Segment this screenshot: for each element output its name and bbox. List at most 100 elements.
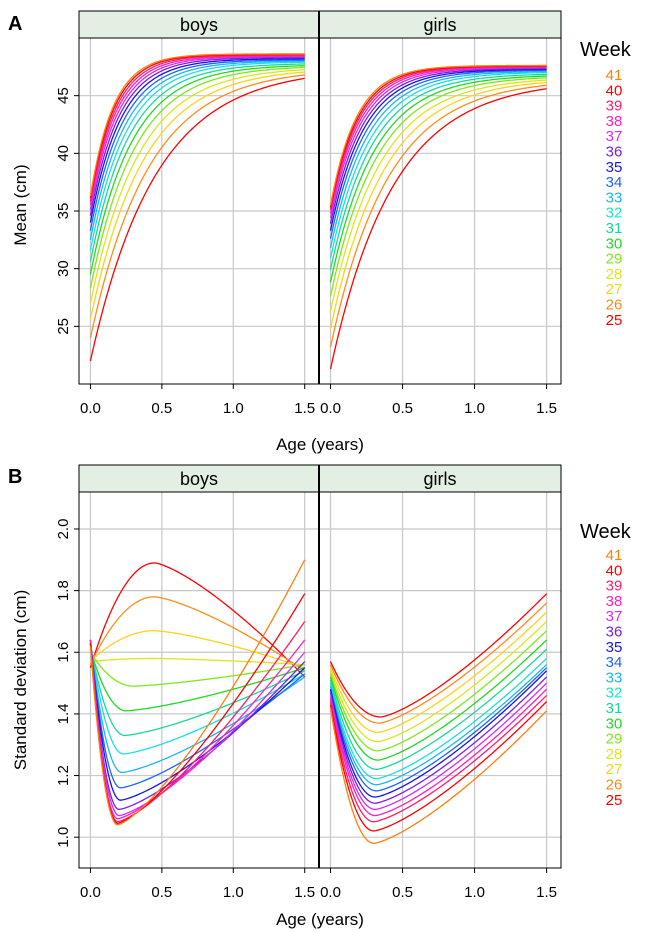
strip-girls-sd	[318, 464, 562, 493]
series-line-week-33-boys	[89, 60, 305, 240]
series-line-week-28-girls	[329, 620, 548, 743]
x-tick-label: 1.5	[536, 884, 557, 901]
series-line-week-39-boys	[89, 621, 306, 823]
series-line-week-39-boys	[89, 54, 305, 202]
legend-item-week-31: 31	[606, 220, 623, 237]
x-axis-title-mean: Age (years)	[276, 435, 364, 454]
legend-item-week-26: 26	[606, 297, 623, 314]
series-line-week-38-boys	[89, 639, 306, 820]
x-tick-label: 1.0	[464, 400, 485, 417]
series-line-week-31-boys	[89, 645, 305, 737]
legend-item-week-35: 35	[606, 159, 623, 176]
series-line-week-33-girls	[329, 664, 548, 786]
lines-girls-sd	[329, 593, 548, 844]
series-line-week-26-boys	[89, 596, 306, 672]
series-line-week-35-girls	[329, 68, 547, 231]
panel-label-b: B	[8, 466, 22, 488]
series-line-week-27-girls	[329, 611, 548, 734]
facet-girls-sd: girls	[318, 464, 562, 869]
series-line-week-37-girls	[329, 682, 548, 811]
series-line-week-35-boys	[89, 58, 305, 223]
x-tick-label: 1.0	[464, 884, 485, 901]
series-line-week-41-girls	[329, 64, 547, 206]
legend-title-b: Week	[580, 521, 632, 543]
grid-girls-mean	[319, 38, 561, 384]
y-tick-label: 1.6	[55, 642, 72, 663]
legend-item-week-40: 40	[606, 562, 623, 579]
series-line-week-25-boys	[89, 562, 306, 678]
legend-item-week-29: 29	[606, 251, 623, 268]
series-line-week-25-girls	[329, 88, 547, 370]
series-line-week-29-girls	[329, 77, 547, 297]
series-line-week-41-boys	[89, 559, 306, 826]
x-tick-label: 1.5	[294, 884, 315, 901]
x-tick-label: 0.0	[320, 884, 341, 901]
series-line-week-34-girls	[329, 667, 548, 792]
legend-item-week-33: 33	[606, 189, 623, 206]
legend-item-week-32: 32	[606, 685, 623, 702]
x-tick-label: 0.5	[151, 400, 172, 417]
series-line-week-38-boys	[89, 55, 305, 206]
series-line-week-40-boys	[89, 593, 306, 824]
series-line-week-28-boys	[90, 657, 305, 666]
legend-item-week-27: 27	[606, 281, 623, 298]
legend-item-week-26: 26	[606, 777, 623, 794]
series-line-week-30-boys	[89, 648, 305, 712]
series-line-week-30-boys	[89, 65, 305, 275]
series-line-week-36-boys	[89, 56, 305, 216]
x-tick-label: 1.0	[223, 400, 244, 417]
legend-item-week-36: 36	[606, 624, 623, 641]
series-line-week-25-boys	[89, 77, 305, 362]
x-tick-label: 0.5	[392, 884, 413, 901]
x-tick-label: 0.0	[80, 400, 101, 417]
strip-girls-mean	[318, 10, 562, 39]
y-tick-label: 30	[55, 260, 72, 277]
x-tick-label: 0.5	[392, 400, 413, 417]
series-line-week-36-girls	[329, 67, 547, 224]
legend-item-week-25: 25	[606, 312, 623, 329]
series-line-week-29-girls	[329, 630, 548, 752]
x-tick-label: 0.0	[80, 884, 101, 901]
strip-label-boys-sd: boys	[180, 469, 218, 489]
series-line-week-25-girls	[329, 593, 548, 718]
series-line-week-34-boys	[89, 59, 305, 231]
legend-item-week-31: 31	[606, 700, 623, 717]
x-tick-label: 0.0	[320, 400, 341, 417]
legend-item-week-25: 25	[606, 792, 623, 809]
y-axis-title-mean: Mean (cm)	[11, 164, 30, 245]
grid-girls-sd	[319, 492, 561, 868]
legend-item-week-39: 39	[606, 98, 623, 115]
x-ticks-sd: 0.0 0.5 1.0 1.5 0.0 0.5 1.0 1.5	[80, 868, 557, 901]
series-line-week-28-boys	[89, 69, 305, 304]
facet-boys-sd: boys	[78, 464, 320, 869]
series-line-week-32-boys	[89, 642, 306, 755]
y-tick-label: 45	[55, 87, 72, 104]
series-line-week-37-boys	[89, 56, 305, 210]
legend-item-week-34: 34	[606, 174, 623, 191]
x-tick-label: 0.5	[151, 884, 172, 901]
series-line-week-31-boys	[89, 63, 305, 262]
legend-item-week-38: 38	[606, 113, 623, 130]
lines-girls-mean	[329, 64, 547, 370]
legend-item-week-28: 28	[606, 746, 623, 763]
series-line-week-34-boys	[89, 639, 306, 789]
grid-boys-sd	[79, 492, 319, 868]
facet-girls-mean: girls	[318, 10, 562, 385]
legend-title-a: Week	[580, 39, 632, 61]
series-line-week-27-boys	[89, 71, 305, 320]
strip-boys-mean	[78, 10, 320, 39]
x-ticks-mean: 0.0 0.5 1.0 1.5 0.0 0.5 1.0 1.5	[80, 384, 557, 417]
series-line-week-30-girls	[329, 75, 547, 283]
y-tick-label: 1.0	[55, 827, 72, 848]
series-line-week-33-girls	[329, 70, 547, 249]
legend-item-week-40: 40	[606, 82, 623, 99]
series-line-week-32-girls	[329, 71, 547, 259]
series-line-week-38-girls	[329, 66, 547, 214]
panel-b: B boys girls 1.0 1.2 1.4 1.6 1.8 2.0 0.0 0.5 1.…	[8, 464, 632, 929]
series-line-week-27-boys	[89, 630, 305, 669]
series-line-week-32-girls	[329, 657, 548, 780]
legend-item-week-30: 30	[606, 235, 623, 252]
